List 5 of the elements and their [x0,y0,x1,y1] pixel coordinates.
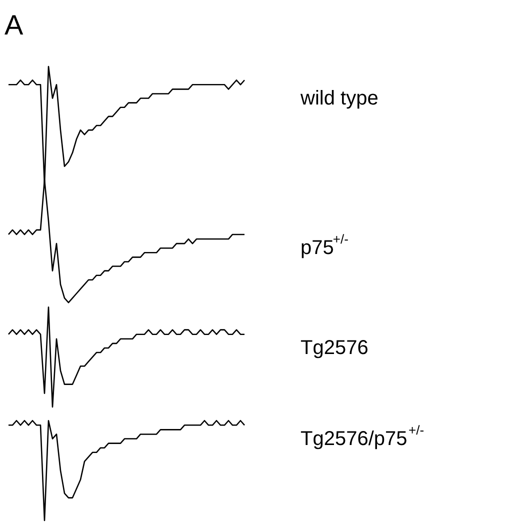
text: Tg2576/p75+/- [300,422,424,450]
chart-title: A [4,10,24,40]
text: wild type [300,87,378,110]
text: Tg2576 [300,336,368,359]
text: p75+/- [300,232,348,260]
